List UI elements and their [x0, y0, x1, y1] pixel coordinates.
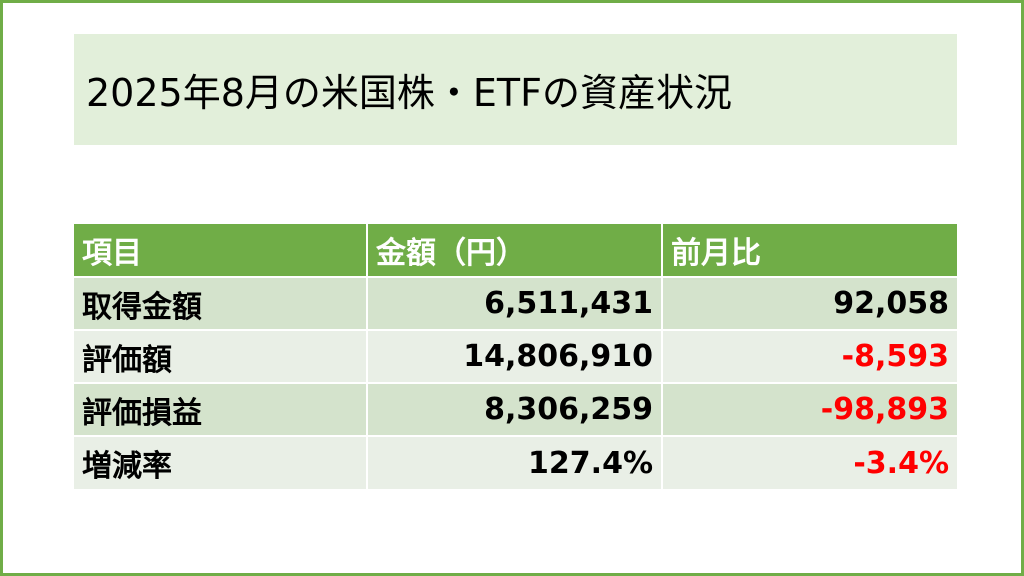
table-row: 評価額 14,806,910 -8,593 — [74, 329, 957, 383]
row-amount: 8,306,259 — [366, 382, 662, 436]
row-amount: 127.4% — [366, 435, 662, 489]
table-row: 評価損益 8,306,259 -98,893 — [74, 382, 957, 436]
table-row: 取得金額 6,511,431 92,058 — [74, 276, 957, 330]
row-change: 92,058 — [661, 276, 957, 330]
row-change: -3.4% — [661, 435, 957, 489]
asset-table: 項目 金額（円） 前月比 取得金額 6,511,431 92,058 評価額 1… — [74, 224, 957, 489]
title-banner: 2025年8月の米国株・ETFの資産状況 — [74, 34, 957, 145]
row-change: -98,893 — [661, 382, 957, 436]
header-amount: 金額（円） — [366, 224, 662, 277]
row-label: 評価額 — [74, 329, 367, 383]
row-label: 評価損益 — [74, 382, 367, 436]
row-label: 増減率 — [74, 435, 367, 489]
header-change: 前月比 — [661, 224, 957, 277]
row-change: -8,593 — [661, 329, 957, 383]
header-item: 項目 — [74, 224, 367, 277]
row-amount: 14,806,910 — [366, 329, 662, 383]
table-row: 増減率 127.4% -3.4% — [74, 435, 957, 489]
table-header-row: 項目 金額（円） 前月比 — [74, 224, 957, 277]
page-title: 2025年8月の米国株・ETFの資産状況 — [86, 71, 732, 115]
row-label: 取得金額 — [74, 276, 367, 330]
row-amount: 6,511,431 — [366, 276, 662, 330]
